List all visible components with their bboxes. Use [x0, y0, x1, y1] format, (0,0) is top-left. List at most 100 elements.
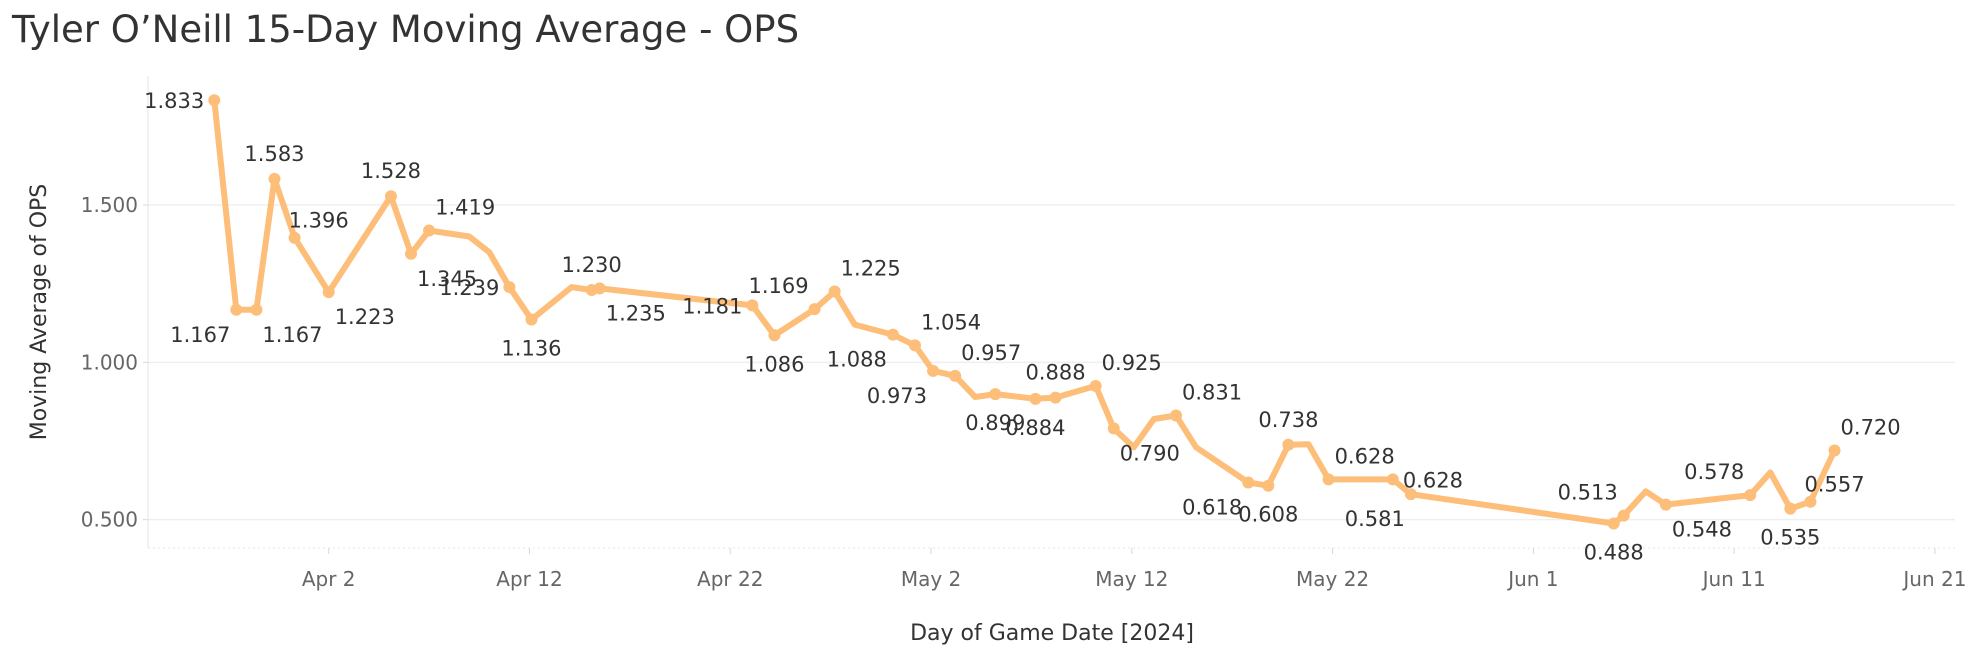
x-tick-label: Apr 12 [496, 567, 562, 591]
data-point [989, 388, 1002, 401]
y-tick-label: 0.500 [81, 508, 138, 532]
data-label: 1.239 [439, 276, 499, 300]
data-labels: 1.833 1.167 1.167 1.583 1.396 1.223 1.528 1.345… [144, 89, 1901, 564]
data-label: 1.223 [335, 305, 395, 329]
x-axis-ticks: Apr 2 Apr 12 Apr 22 May 2 May 12 May 22 Jun 1 J… [302, 548, 1966, 591]
data-point [208, 94, 221, 107]
x-axis-title: Day of Game Date [2024] [910, 621, 1194, 646]
data-point [1784, 502, 1797, 515]
data-point [1049, 391, 1062, 404]
data-label: 0.628 [1403, 468, 1463, 492]
data-point [1242, 476, 1255, 489]
data-label: 0.535 [1760, 526, 1820, 550]
data-label: 1.396 [289, 209, 349, 233]
axes [147, 76, 1955, 549]
data-point [1089, 379, 1102, 392]
data-point [230, 303, 243, 316]
data-point [828, 285, 841, 298]
x-tick-label: Jun 1 [1506, 567, 1558, 591]
data-label: 1.528 [361, 159, 421, 183]
data-points [208, 94, 1841, 530]
data-label: 1.230 [562, 253, 622, 277]
data-point [322, 286, 335, 299]
data-label: 0.608 [1238, 503, 1298, 527]
data-label: 0.628 [1335, 444, 1395, 468]
data-point [1828, 444, 1841, 457]
data-label: 0.618 [1182, 496, 1242, 520]
data-point [1804, 495, 1817, 508]
x-tick-label: Jun 11 [1701, 567, 1766, 591]
y-tick-label: 1.500 [81, 193, 138, 217]
data-label: 0.884 [1005, 416, 1065, 440]
gridlines [148, 204, 1955, 521]
data-point [1607, 517, 1620, 530]
data-label: 0.831 [1182, 381, 1242, 405]
data-label: 1.167 [262, 323, 322, 347]
data-label: 1.054 [921, 310, 981, 334]
data-label: 0.581 [1345, 507, 1405, 531]
x-tick-label: May 22 [1296, 567, 1369, 591]
data-point [927, 364, 940, 377]
series-line-group [211, 97, 1838, 527]
data-label: 0.720 [1841, 415, 1901, 439]
data-point [1404, 488, 1417, 501]
data-label: 0.488 [1584, 540, 1644, 564]
data-label: 1.225 [841, 257, 901, 281]
data-point [1744, 489, 1757, 502]
data-point [268, 172, 281, 185]
data-label: 1.169 [748, 274, 808, 298]
data-label: 0.925 [1102, 351, 1162, 375]
y-tick-label: 1.000 [81, 350, 138, 374]
data-label: 1.086 [744, 352, 804, 376]
data-point [1282, 438, 1295, 451]
data-label: 0.738 [1258, 408, 1318, 432]
data-point [1386, 473, 1399, 486]
data-point [808, 303, 821, 316]
data-point [525, 313, 538, 326]
data-point [1617, 509, 1630, 522]
data-label: 1.235 [606, 301, 666, 325]
data-point [384, 190, 397, 203]
data-label: 0.888 [1025, 361, 1085, 385]
data-label: 1.181 [682, 294, 742, 318]
data-point [886, 328, 899, 341]
series-line [211, 97, 1838, 527]
chart-title: Tyler O’Neill 15-Day Moving Average - OP… [12, 8, 800, 51]
x-tick-label: May 12 [1095, 567, 1168, 591]
data-point [250, 303, 263, 316]
data-label: 1.088 [827, 348, 887, 372]
data-point [1169, 409, 1182, 422]
data-point [768, 329, 781, 342]
data-label: 0.557 [1804, 473, 1864, 497]
y-axis-title: Moving Average of OPS [27, 184, 52, 441]
y-axis-ticks: 0.500 1.000 1.500 [81, 193, 148, 532]
data-label: 1.833 [144, 89, 204, 113]
data-point [593, 282, 606, 295]
x-tick-label: Jun 21 [1901, 567, 1966, 591]
data-label: 0.899 [965, 411, 1025, 435]
data-point [423, 224, 436, 237]
data-label: 0.957 [961, 341, 1021, 365]
data-label: 1.136 [501, 337, 561, 361]
x-tick-label: Apr 22 [697, 567, 763, 591]
data-point [908, 339, 921, 352]
x-tick-label: May 2 [901, 567, 961, 591]
data-point [1659, 498, 1672, 511]
data-point [746, 299, 759, 312]
data-point [1029, 392, 1042, 405]
data-label: 1.345 [417, 267, 477, 291]
x-tick-label: Apr 2 [302, 567, 356, 591]
data-label: 1.419 [435, 196, 495, 220]
data-point [949, 369, 962, 382]
data-label: 0.578 [1684, 460, 1744, 484]
data-point [405, 247, 418, 260]
data-point [1262, 479, 1275, 492]
data-point [1322, 473, 1335, 486]
data-point [1107, 422, 1120, 435]
data-label: 1.583 [244, 142, 304, 166]
data-label: 1.167 [170, 323, 230, 347]
data-point [503, 281, 516, 294]
data-point [288, 231, 301, 244]
data-label: 0.973 [867, 384, 927, 408]
